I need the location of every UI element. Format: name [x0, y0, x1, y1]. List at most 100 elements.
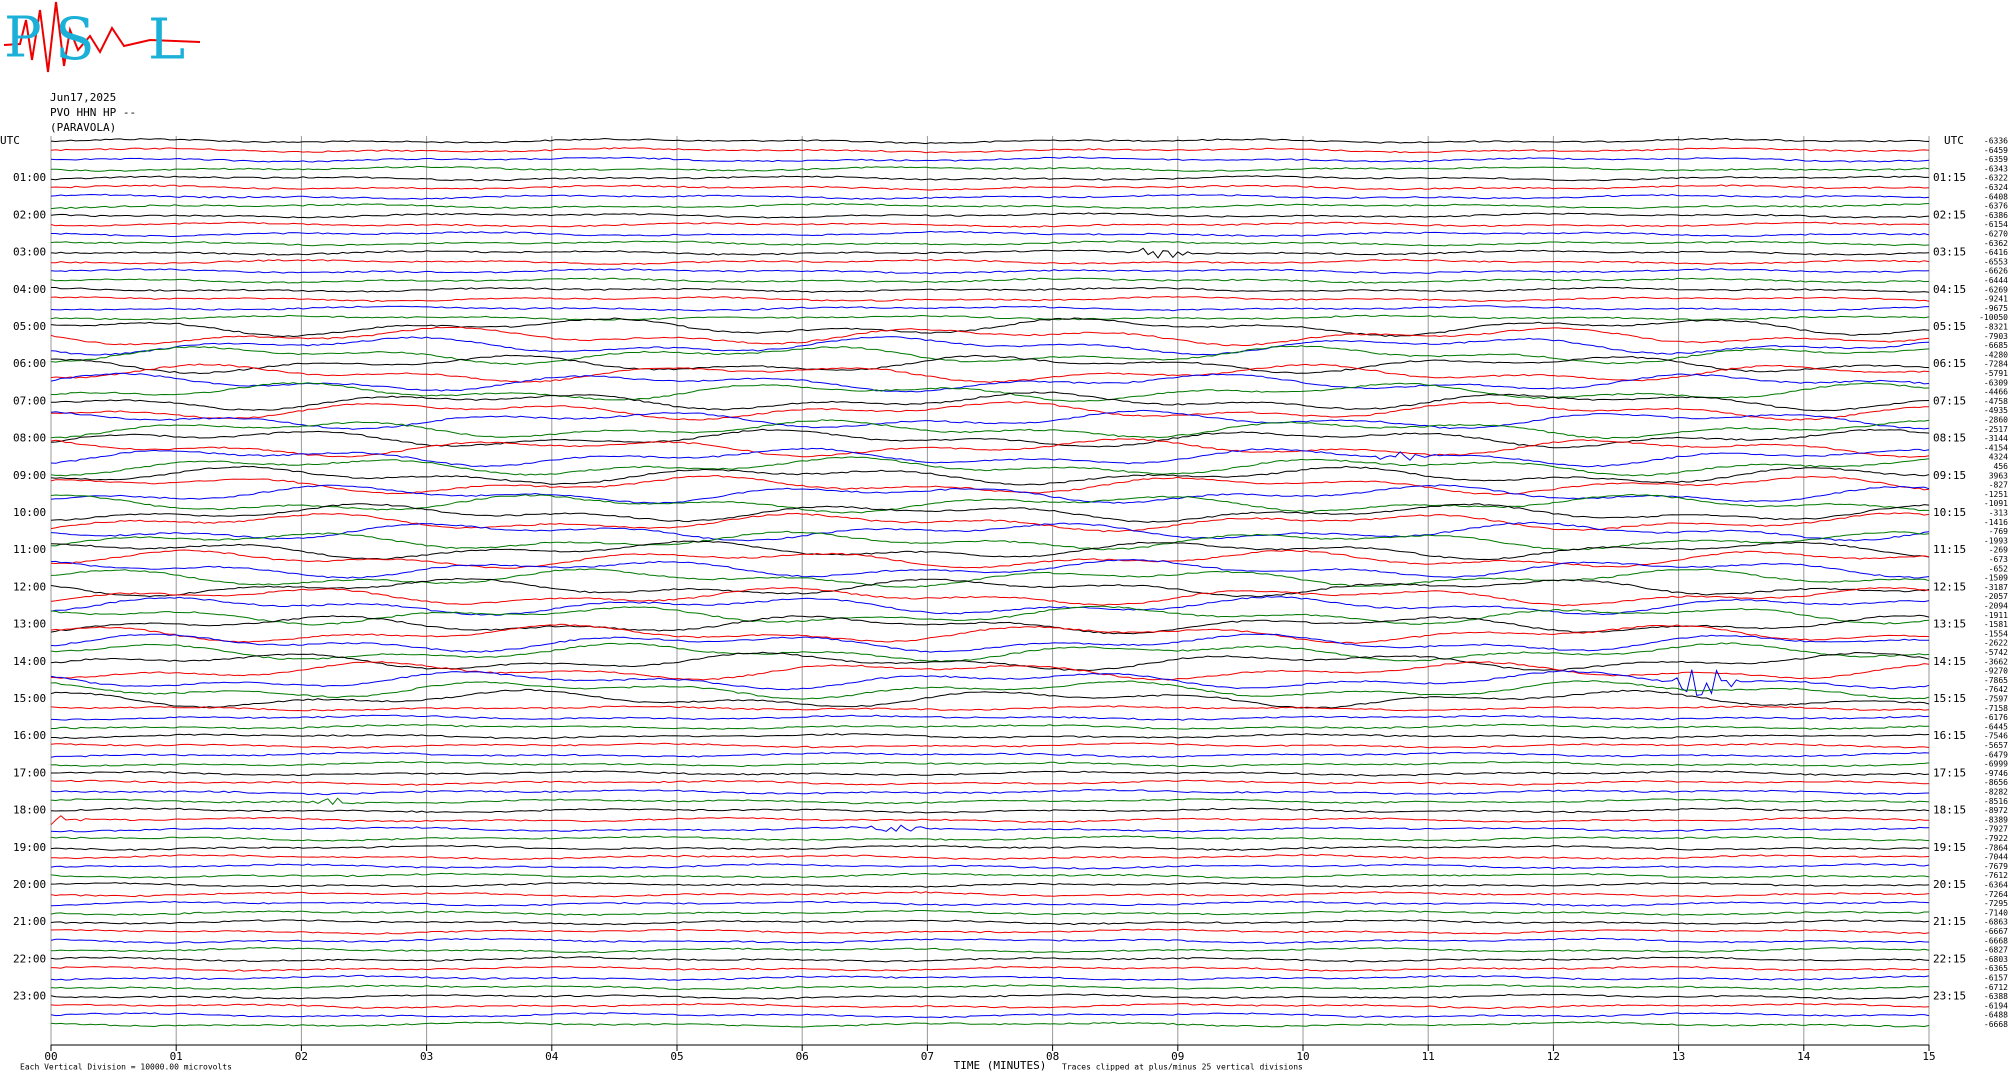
trace	[50, 928, 1930, 935]
x-tick-label: 06	[796, 1050, 809, 1063]
x-tick-label: 14	[1797, 1050, 1811, 1063]
hour-label: 14:15	[1933, 655, 1966, 668]
trace	[51, 853, 1930, 861]
offset-label: -2860	[1984, 416, 2008, 425]
trace	[51, 391, 1930, 412]
trace	[50, 512, 1930, 533]
offset-label: -4758	[1984, 397, 2008, 406]
offset-label: -6322	[1984, 174, 2008, 183]
hour-label: 09:15	[1933, 469, 1966, 482]
offset-label: -6712	[1984, 983, 2008, 992]
trace	[51, 286, 1930, 293]
offset-label: -5657	[1984, 741, 2008, 750]
trace	[50, 937, 1930, 945]
hour-label: 11:00	[13, 543, 46, 556]
hour-label: 20:15	[1933, 878, 1966, 891]
x-axis-title: TIME (MINUTES)	[954, 1059, 1047, 1072]
trace	[50, 751, 1930, 758]
hour-label: 07:15	[1933, 394, 1966, 407]
offset-label: -1091	[1984, 499, 2008, 508]
trace	[50, 382, 1930, 402]
offset-label: 456	[1994, 462, 2009, 471]
offset-label: -1416	[1984, 518, 2008, 527]
trace	[50, 438, 1930, 458]
offset-label: -2057	[1984, 592, 2008, 601]
trace	[50, 779, 1930, 786]
hour-label: 21:15	[1933, 915, 1966, 928]
offset-label: 4324	[1989, 453, 2008, 462]
offset-label: -4935	[1984, 406, 2008, 415]
trace	[50, 974, 1930, 981]
trace	[50, 910, 1929, 916]
trace	[50, 993, 1930, 1000]
hour-label: 09:00	[13, 469, 46, 482]
offset-label: -6362	[1984, 239, 2008, 248]
hour-label: 03:00	[13, 246, 46, 259]
trace	[50, 947, 1930, 954]
offset-label: -6194	[1984, 1001, 2008, 1010]
offset-label: -7922	[1984, 834, 2008, 843]
trace	[50, 409, 1930, 430]
offset-label: -9675	[1984, 304, 2008, 313]
offset-label: -5791	[1984, 369, 2008, 378]
trace	[50, 247, 1930, 259]
trace	[50, 317, 1930, 338]
offset-label: -8972	[1984, 806, 2008, 815]
offset-label: -6626	[1984, 267, 2008, 276]
trace	[50, 568, 1930, 588]
offset-label: -6445	[1984, 722, 2008, 731]
hour-label: 02:15	[1933, 208, 1966, 221]
x-tick-label: 09	[1171, 1050, 1184, 1063]
x-tick-label: 13	[1672, 1050, 1685, 1063]
offset-label: -7927	[1984, 825, 2008, 834]
trace	[50, 844, 1930, 851]
trace	[50, 175, 1929, 182]
hour-label: 01:00	[13, 171, 46, 184]
offset-label: -1911	[1984, 611, 2008, 620]
trace	[50, 965, 1930, 972]
x-tick-label: 11	[1422, 1050, 1435, 1063]
offset-label: -1251	[1984, 490, 2008, 499]
offset-label: -7158	[1984, 704, 2008, 713]
hour-label: 06:00	[13, 357, 46, 370]
trace	[50, 1012, 1930, 1019]
offset-label: -3144	[1984, 434, 2008, 443]
offset-label: -1554	[1984, 629, 2008, 638]
trace	[50, 137, 1930, 145]
hour-label: 04:15	[1933, 283, 1966, 296]
hour-label: 16:00	[13, 729, 46, 742]
trace	[50, 614, 1930, 635]
trace	[50, 815, 1930, 826]
utc-right: UTC	[1944, 134, 1964, 147]
trace	[50, 401, 1929, 421]
offset-label: -6827	[1984, 946, 2008, 955]
trace	[51, 723, 1930, 730]
trace	[50, 193, 1930, 200]
offset-label: -4466	[1984, 388, 2008, 397]
offset-label: -7295	[1984, 899, 2008, 908]
offset-label: -6863	[1984, 918, 2008, 927]
offset-label: -3187	[1984, 583, 2008, 592]
offset-label: -3662	[1984, 657, 2008, 666]
offset-label: -6667	[1984, 927, 2008, 936]
offset-label: -6488	[1984, 1011, 2008, 1020]
offset-label: -6668	[1984, 1020, 2008, 1029]
trace	[50, 705, 1930, 712]
logo-wave	[3, 1, 201, 73]
trace	[50, 336, 1930, 356]
trace	[50, 668, 1930, 696]
hour-label: 13:15	[1933, 618, 1966, 631]
trace	[50, 314, 1930, 321]
trace	[50, 587, 1930, 607]
hour-label: 14:00	[13, 655, 46, 668]
trace	[50, 268, 1930, 275]
offset-label: -6154	[1984, 220, 2008, 229]
offset-label: -7612	[1984, 871, 2008, 880]
trace	[50, 166, 1930, 172]
trace	[50, 202, 1930, 210]
hour-label: 12:15	[1933, 580, 1966, 593]
offset-label: -6343	[1984, 164, 2008, 173]
trace	[50, 761, 1930, 768]
